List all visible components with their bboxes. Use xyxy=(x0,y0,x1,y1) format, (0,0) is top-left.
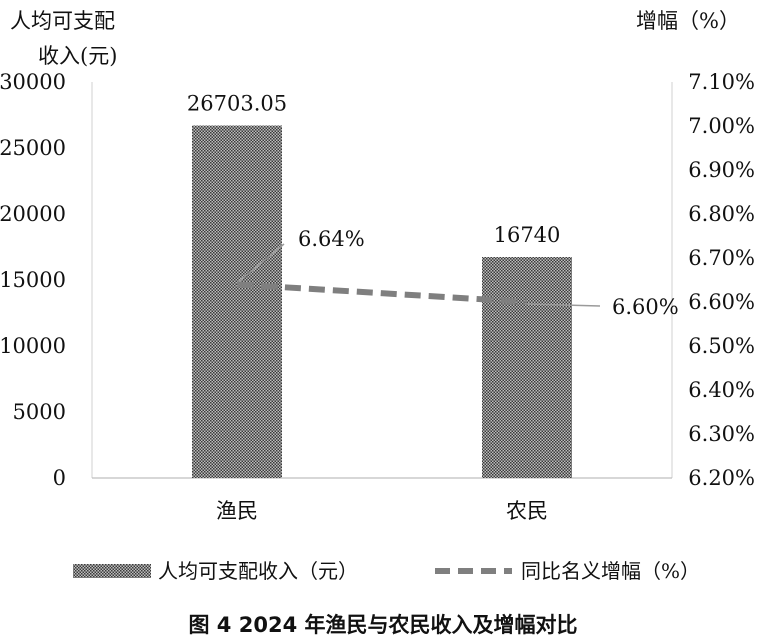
right-tick-label: 6.80% xyxy=(688,202,755,226)
left-axis-title-line1: 人均可支配 xyxy=(10,9,115,33)
growth-line-series: 6.64% 6.60% xyxy=(236,227,679,319)
left-tick-label: 25000 xyxy=(0,136,66,160)
bar-value-label: 16740 xyxy=(494,223,561,247)
right-tick-label: 7.00% xyxy=(688,114,755,138)
left-axis-ticks: 0 5000 10000 15000 20000 25000 30000 xyxy=(0,70,66,490)
right-tick-label: 6.40% xyxy=(688,378,755,402)
left-tick-label: 5000 xyxy=(13,400,66,424)
bar-series: 26703.05 16740 xyxy=(187,92,572,478)
growth-label-leader xyxy=(526,303,601,307)
bar xyxy=(482,257,572,478)
bar xyxy=(192,125,282,478)
legend-bar-label: 人均可支配收入（元） xyxy=(158,559,358,583)
right-tick-label: 6.20% xyxy=(688,466,755,490)
left-axis-title-line2: 收入(元) xyxy=(38,44,117,68)
bar-value-label: 26703.05 xyxy=(187,92,287,116)
left-tick-label: 15000 xyxy=(0,268,66,292)
left-tick-label: 20000 xyxy=(0,202,66,226)
legend-bar-swatch xyxy=(73,564,151,578)
right-tick-label: 6.30% xyxy=(688,422,755,446)
right-tick-label: 6.50% xyxy=(688,334,755,358)
category-labels: 渔民 农民 xyxy=(216,499,548,523)
growth-label-leader xyxy=(238,243,285,282)
left-tick-label: 10000 xyxy=(0,334,66,358)
growth-value-label: 6.64% xyxy=(298,227,365,251)
chart-caption: 图 4 2024 年渔民与农民收入及增幅对比 xyxy=(189,613,578,637)
right-tick-label: 7.10% xyxy=(688,70,755,94)
growth-line xyxy=(236,281,528,305)
right-axis-title: 增幅（%） xyxy=(636,9,740,33)
growth-value-label: 6.60% xyxy=(612,295,679,319)
category-label: 渔民 xyxy=(216,499,258,523)
legend-line-label: 同比名义增幅（%） xyxy=(521,559,700,583)
left-tick-label: 0 xyxy=(53,466,66,490)
category-label: 农民 xyxy=(506,499,548,523)
right-axis-ticks: 6.20% 6.30% 6.40% 6.50% 6.60% 6.70% 6.80% 6.90%… xyxy=(688,70,755,490)
right-tick-label: 6.90% xyxy=(688,158,755,182)
right-tick-label: 6.70% xyxy=(688,246,755,270)
legend: 人均可支配收入（元） 同比名义增幅（%） xyxy=(73,559,700,583)
left-tick-label: 30000 xyxy=(0,70,66,94)
right-tick-label: 6.60% xyxy=(688,290,755,314)
